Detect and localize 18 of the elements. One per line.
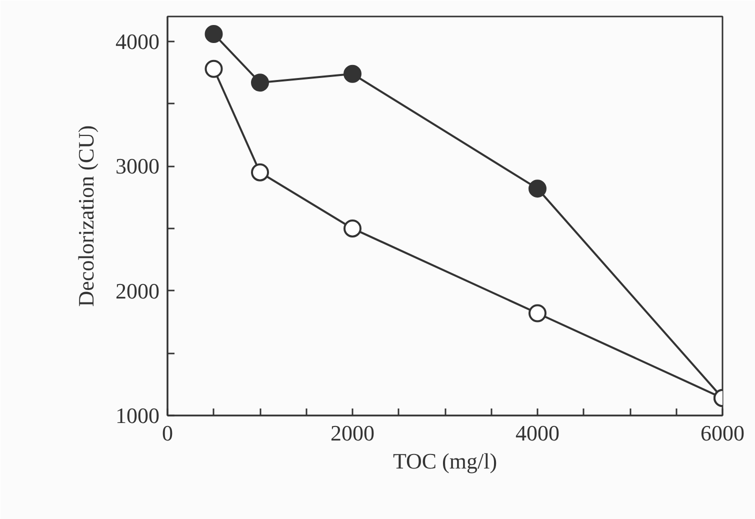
point	[528, 180, 546, 198]
point	[204, 60, 223, 78]
y-tick-label: 4000	[116, 28, 160, 54]
y-tick-label: 2000	[116, 278, 160, 304]
point	[204, 24, 223, 43]
x-tick-label: 6000	[700, 420, 744, 446]
point	[528, 304, 546, 322]
x-axis-title: TOC (mg/l)	[392, 448, 498, 474]
x-tick-label: 2000	[330, 420, 374, 446]
point	[344, 219, 362, 238]
point	[344, 64, 362, 83]
y-tick-label: 1000	[116, 403, 160, 428]
y-axis-title: Decolorization (CU)	[74, 125, 98, 307]
y-tick-label: 3000	[116, 154, 160, 179]
x-tick-label: 0	[162, 420, 173, 446]
point	[251, 74, 269, 92]
point	[251, 163, 269, 182]
x-tick-label: 4000	[516, 420, 560, 446]
